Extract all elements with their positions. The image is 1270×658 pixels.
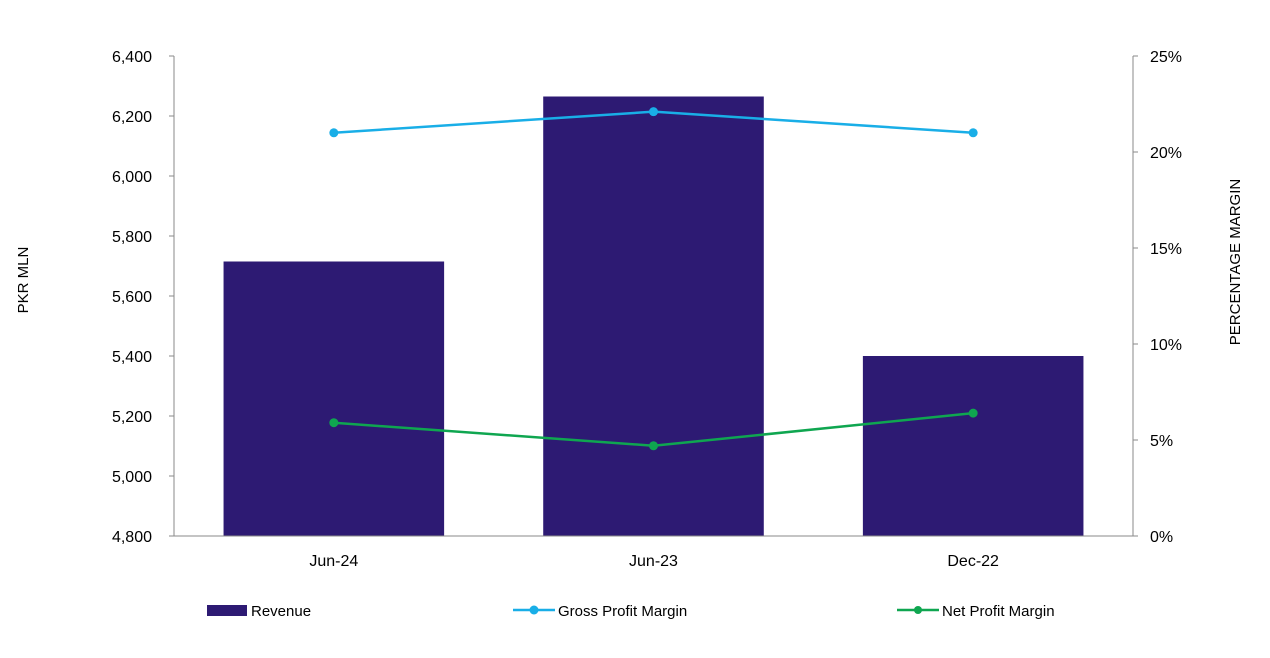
legend-label-gross-profit-margin: Gross Profit Margin — [558, 603, 687, 620]
point-net-profit-margin-dec-22 — [968, 408, 978, 418]
left-tick-label: 5,600 — [112, 289, 152, 306]
right-tick-label: 10% — [1150, 337, 1182, 354]
left-tick-label: 6,000 — [112, 169, 152, 186]
left-tick-label: 5,400 — [112, 349, 152, 366]
legend-marker-net-profit-margin — [914, 606, 922, 614]
point-net-profit-margin-jun-23 — [649, 441, 658, 451]
legend-swatch-revenue — [207, 605, 247, 616]
point-gross-profit-margin-jun-23 — [649, 107, 658, 117]
right-axis-title: PERCENTAGE MARGIN — [1227, 179, 1244, 345]
ticks-layer: 4,800 5,000 5,200 5,400 5,600 5,800 6,000 6,200… — [112, 49, 1182, 570]
x-tick-label-jun-24: Jun-24 — [309, 553, 358, 570]
left-tick-label: 6,400 — [112, 49, 152, 66]
bars-layer — [223, 96, 1084, 536]
right-tick-label: 0% — [1150, 529, 1173, 546]
point-gross-profit-margin-jun-24 — [329, 128, 339, 138]
left-tick-label: 4,800 — [112, 529, 152, 546]
legend-label-net-profit-margin: Net Profit Margin — [942, 603, 1055, 620]
left-tick-label: 5,000 — [112, 469, 152, 486]
right-tick-label: 20% — [1150, 145, 1182, 162]
point-net-profit-margin-jun-24 — [329, 418, 339, 428]
left-axis-title: PKR MLN — [15, 247, 32, 314]
bar-revenue-jun-24 — [223, 261, 445, 536]
right-tick-label: 15% — [1150, 241, 1182, 258]
legend-label-revenue: Revenue — [251, 603, 311, 620]
left-tick-label: 5,200 — [112, 409, 152, 426]
point-gross-profit-margin-dec-22 — [968, 128, 978, 138]
bar-revenue-dec-22 — [862, 356, 1084, 536]
left-tick-label: 5,800 — [112, 229, 152, 246]
right-tick-label: 5% — [1150, 433, 1173, 450]
lines-layer — [329, 107, 978, 451]
legend: Revenue Gross Profit Margin Net Profit M… — [207, 603, 1055, 620]
right-tick-label: 25% — [1150, 49, 1182, 66]
x-tick-label-jun-23: Jun-23 — [629, 553, 678, 570]
legend-marker-gross-profit-margin — [529, 605, 539, 615]
bar-revenue-jun-23 — [543, 96, 764, 536]
left-tick-label: 6,200 — [112, 109, 152, 126]
x-tick-label-dec-22: Dec-22 — [947, 553, 999, 570]
